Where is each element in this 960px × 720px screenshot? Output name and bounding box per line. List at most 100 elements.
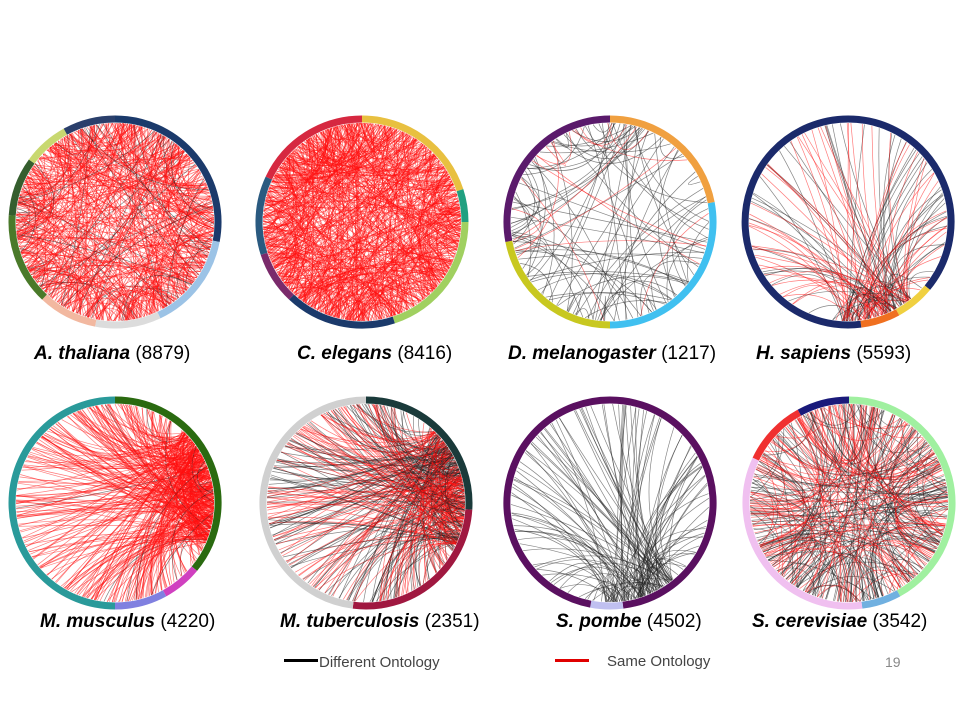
chord-different bbox=[511, 125, 632, 211]
chord-same bbox=[400, 232, 461, 314]
ring-segment bbox=[861, 590, 901, 609]
chord-different bbox=[906, 426, 940, 544]
chord-same bbox=[866, 144, 910, 320]
ring-segment bbox=[503, 396, 611, 608]
chord-same bbox=[19, 248, 51, 297]
chord-same bbox=[758, 264, 882, 316]
chord-same bbox=[860, 305, 898, 321]
chord-same bbox=[167, 143, 214, 229]
chord-different bbox=[327, 411, 444, 454]
chord-same bbox=[791, 469, 943, 584]
chord-same bbox=[749, 213, 880, 317]
chord-same bbox=[42, 255, 206, 290]
chord-same bbox=[25, 504, 215, 547]
chord-same bbox=[778, 407, 823, 573]
chord-different bbox=[753, 192, 869, 320]
chord-same bbox=[268, 471, 461, 520]
ring-segment bbox=[42, 294, 97, 327]
chord-same bbox=[190, 508, 215, 567]
chord-same bbox=[31, 239, 213, 275]
chord-same bbox=[296, 261, 451, 297]
ring-segment bbox=[860, 309, 900, 328]
chord-different bbox=[780, 405, 837, 467]
chord-same bbox=[342, 124, 444, 171]
chord-same bbox=[796, 136, 850, 322]
chord-different bbox=[762, 409, 817, 456]
chord-same bbox=[332, 431, 435, 597]
chord-different bbox=[634, 126, 695, 275]
chord-different bbox=[171, 490, 214, 581]
chord-same bbox=[18, 246, 72, 310]
chord-same bbox=[177, 145, 214, 237]
chord-same bbox=[271, 181, 432, 293]
chord-panel-spombe bbox=[503, 396, 717, 610]
chord-same bbox=[44, 126, 142, 293]
label-c-elegans: C. elegans (8416) bbox=[297, 343, 453, 364]
chord-different bbox=[637, 409, 644, 598]
chord-same bbox=[120, 122, 189, 159]
chord-same bbox=[811, 411, 906, 441]
chord-same bbox=[750, 491, 798, 586]
chord-same bbox=[179, 455, 206, 472]
chord-same bbox=[67, 134, 214, 229]
chord-same bbox=[431, 456, 462, 481]
chord-same bbox=[360, 122, 404, 148]
chord-same bbox=[135, 261, 206, 319]
chord-same bbox=[32, 435, 188, 559]
chord-same bbox=[113, 291, 183, 322]
chord-different bbox=[625, 127, 640, 320]
chord-same bbox=[841, 301, 877, 321]
chord-same bbox=[759, 482, 947, 546]
chord-same bbox=[294, 194, 458, 296]
chord-same bbox=[283, 192, 457, 284]
chord-different bbox=[849, 414, 894, 603]
chord-same bbox=[83, 126, 92, 141]
legend-different-swatch bbox=[284, 659, 318, 662]
chord-same bbox=[150, 467, 208, 595]
chord-same bbox=[17, 236, 208, 258]
chord-same bbox=[28, 263, 58, 290]
chord-same bbox=[87, 138, 170, 318]
chord-same bbox=[896, 491, 948, 557]
legend-same-label: Same Ontology bbox=[607, 653, 711, 670]
chord-different bbox=[515, 191, 532, 278]
chord-different bbox=[575, 123, 621, 153]
chord-same bbox=[267, 491, 465, 515]
chord-different bbox=[548, 123, 626, 301]
chord-same bbox=[905, 180, 939, 301]
ring-segment bbox=[609, 115, 715, 204]
chord-different bbox=[760, 452, 935, 549]
chord-same bbox=[424, 182, 454, 288]
chord-different bbox=[616, 405, 627, 602]
chord-different bbox=[658, 149, 679, 297]
label-s-pombe: S. pombe (4502) bbox=[556, 611, 702, 632]
chord-different bbox=[872, 528, 945, 600]
chord-different bbox=[274, 440, 444, 467]
chord-different bbox=[518, 253, 703, 260]
chord-same bbox=[431, 181, 461, 210]
chord-different bbox=[612, 403, 667, 585]
chord-same bbox=[330, 170, 447, 317]
chord-same bbox=[29, 451, 201, 467]
chord-different bbox=[592, 125, 632, 320]
chord-different bbox=[601, 404, 649, 595]
chord-different bbox=[270, 474, 458, 542]
chord-different bbox=[687, 176, 701, 185]
chord-same bbox=[163, 144, 204, 267]
chord-same bbox=[265, 244, 296, 274]
chord-same bbox=[22, 256, 41, 284]
chord-same bbox=[265, 197, 300, 296]
chord-different bbox=[556, 138, 664, 306]
chord-same bbox=[899, 516, 947, 526]
chord-same bbox=[763, 548, 899, 590]
chord-different bbox=[771, 274, 843, 321]
chord-same bbox=[353, 481, 463, 602]
chord-same bbox=[411, 175, 450, 304]
chord-different bbox=[526, 125, 634, 170]
chord-same bbox=[262, 125, 341, 218]
chord-same bbox=[759, 408, 881, 546]
chord-different bbox=[197, 460, 214, 495]
chord-same bbox=[273, 175, 368, 322]
chord-different bbox=[267, 455, 454, 499]
chord-same bbox=[115, 431, 184, 603]
